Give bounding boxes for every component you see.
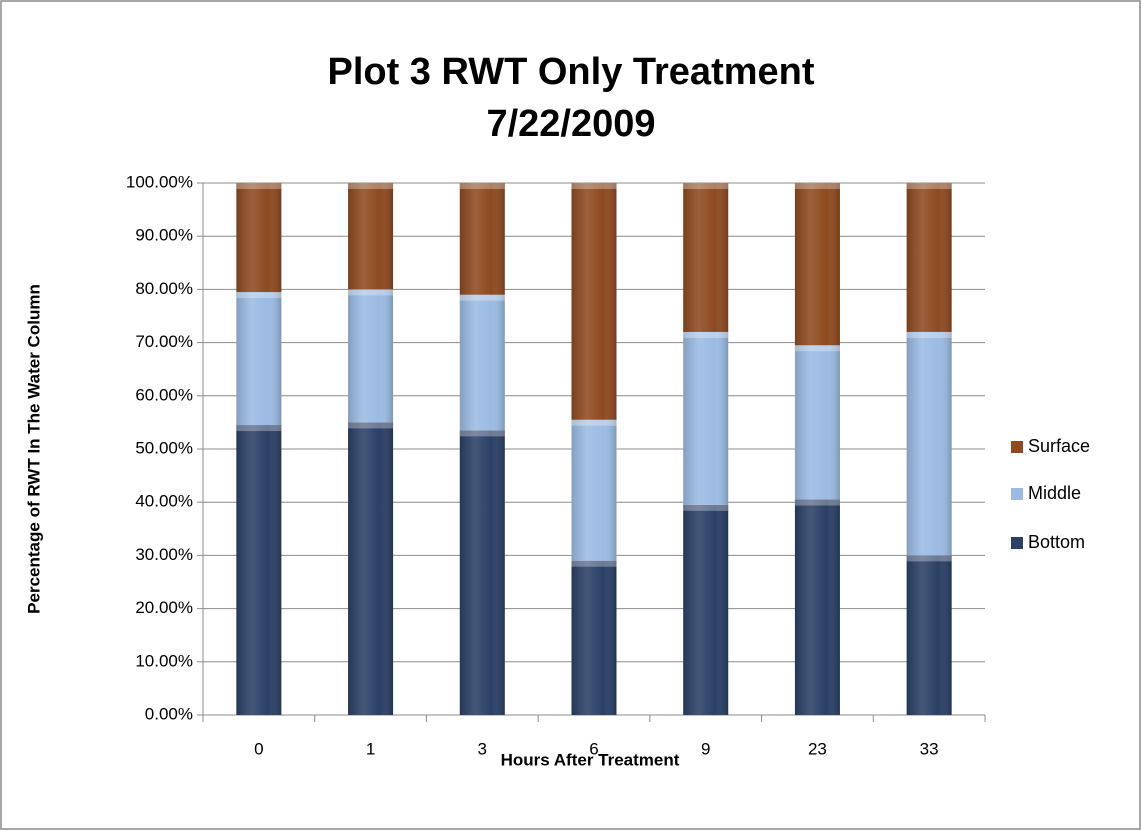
bar-cap <box>906 555 952 562</box>
x-tick-label: 9 <box>701 739 710 758</box>
bar-gloss <box>236 183 282 293</box>
bar-gloss <box>348 289 394 423</box>
y-tick-label: 80.00% <box>135 279 193 298</box>
bar-cap <box>571 560 617 567</box>
y-axis-title: Percentage of RWT In The Water Column <box>24 284 43 614</box>
bar-gloss <box>571 419 617 561</box>
bar-cap <box>348 289 394 296</box>
y-tick-label: 40.00% <box>135 492 193 511</box>
y-tick-label: 0.00% <box>145 704 193 723</box>
y-tick-label: 70.00% <box>135 332 193 351</box>
bar-gloss <box>906 183 952 332</box>
y-tick-label: 60.00% <box>135 385 193 404</box>
bar-cap <box>794 499 840 506</box>
bar-gloss <box>906 555 952 715</box>
legend-swatch <box>1011 441 1023 453</box>
bar-cap <box>459 430 505 437</box>
x-tick-label: 3 <box>478 739 487 758</box>
y-tick-label: 20.00% <box>135 598 193 617</box>
bar-gloss <box>459 430 505 715</box>
bar-gloss <box>236 425 282 715</box>
bar-gloss <box>683 504 729 715</box>
chart-title: Plot 3 RWT Only Treatment <box>327 51 814 93</box>
legend-swatch <box>1011 488 1023 500</box>
bar-cap <box>683 183 729 189</box>
bar-cap <box>459 183 505 189</box>
bar-gloss <box>906 331 952 556</box>
bar-cap <box>906 183 952 189</box>
chart-title: 7/22/2009 <box>486 103 655 145</box>
bar-gloss <box>683 183 729 332</box>
bar-cap <box>236 183 282 189</box>
bar-gloss <box>459 294 505 431</box>
bar-gloss <box>794 345 840 500</box>
legend-label: Bottom <box>1028 532 1085 552</box>
x-tick-label: 33 <box>920 739 939 758</box>
y-tick-label: 100.00% <box>126 172 193 191</box>
bar-cap <box>571 183 617 189</box>
x-tick-label: 1 <box>366 739 375 758</box>
x-tick-label: 6 <box>589 739 598 758</box>
y-tick-label: 50.00% <box>135 438 193 457</box>
bar-cap <box>348 422 394 429</box>
bar-cap <box>906 331 952 338</box>
bar-cap <box>683 331 729 338</box>
bar-cap <box>571 419 617 426</box>
y-tick-label: 10.00% <box>135 651 193 670</box>
bar-gloss <box>459 183 505 295</box>
legend-swatch <box>1011 537 1023 549</box>
bar-cap <box>683 504 729 511</box>
x-tick-label: 0 <box>254 739 263 758</box>
x-tick-label: 23 <box>808 739 827 758</box>
bar-cap <box>236 425 282 432</box>
legend-label: Middle <box>1028 483 1081 503</box>
x-axis-title: Hours After Treatment <box>501 750 680 769</box>
bar-gloss <box>236 292 282 426</box>
bar-gloss <box>794 183 840 346</box>
bar-gloss <box>794 499 840 715</box>
bar-gloss <box>571 560 617 715</box>
bar-gloss <box>571 183 617 420</box>
y-tick-label: 90.00% <box>135 226 193 245</box>
bar-gloss <box>348 422 394 715</box>
bar-cap <box>236 292 282 299</box>
bar-cap <box>348 183 394 189</box>
bar-cap <box>794 183 840 189</box>
bar-cap <box>794 345 840 352</box>
bar-cap <box>459 294 505 301</box>
y-tick-label: 30.00% <box>135 545 193 564</box>
bar-gloss <box>683 331 729 505</box>
legend-label: Surface <box>1028 436 1090 456</box>
bar-gloss <box>348 183 394 290</box>
